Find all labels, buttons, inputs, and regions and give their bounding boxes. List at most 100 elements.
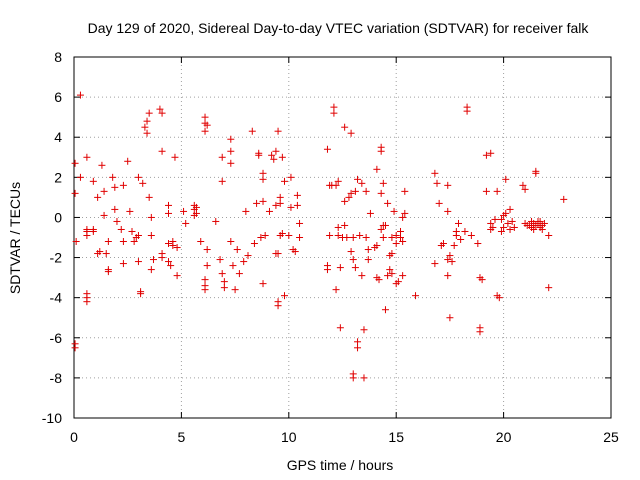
data-point-marker (343, 234, 351, 241)
data-point-marker (100, 211, 108, 219)
data-point-marker (392, 231, 400, 239)
data-point-marker (521, 185, 529, 193)
data-point-marker (545, 284, 553, 292)
data-point-marker (463, 107, 471, 115)
data-point-marker (265, 207, 273, 215)
data-point-marker (126, 207, 134, 215)
data-point-marker (401, 187, 409, 195)
data-point-marker (536, 217, 544, 225)
data-point-marker (261, 231, 269, 239)
data-point-marker (373, 242, 381, 250)
data-point-marker (240, 258, 248, 266)
data-point-marker (351, 264, 359, 272)
data-point-marker (377, 147, 385, 155)
data-point-marker (379, 179, 387, 187)
x-tick-label: 25 (603, 429, 619, 445)
data-point-marker (281, 292, 289, 300)
data-point-marker (358, 272, 366, 280)
data-point-marker (83, 231, 91, 239)
data-point-marker (487, 219, 495, 227)
data-point-marker (351, 187, 359, 195)
data-point-marker (433, 179, 441, 187)
data-point-marker (360, 374, 368, 382)
data-point-marker (444, 181, 452, 189)
data-point-marker (119, 181, 127, 189)
data-point-marker (452, 231, 460, 239)
y-tick-label: 2 (54, 169, 62, 185)
data-point-marker (399, 213, 407, 221)
data-point-marker (96, 248, 104, 256)
data-point-marker (71, 159, 79, 167)
data-point-marker (180, 207, 188, 215)
data-point-marker (165, 240, 173, 248)
data-point-marker (293, 191, 301, 199)
data-point-marker (285, 231, 293, 239)
data-point-marker (212, 217, 220, 225)
data-point-marker (493, 187, 501, 195)
data-point-marker (487, 149, 495, 157)
data-point-marker (134, 258, 142, 266)
data-point-marker (102, 250, 110, 258)
x-tick-label: 5 (178, 429, 186, 445)
data-point-marker (504, 219, 512, 227)
data-point-marker (274, 250, 282, 258)
data-point-marker (399, 238, 407, 246)
data-point-marker (218, 153, 226, 161)
data-point-marker (111, 205, 119, 213)
data-point-marker (431, 260, 439, 268)
data-point-marker (244, 252, 252, 260)
data-point-marker (72, 238, 80, 246)
data-point-marker (268, 151, 276, 159)
data-point-marker (435, 199, 443, 207)
data-point-marker (143, 129, 151, 137)
data-point-marker (257, 234, 265, 241)
data-point-marker (390, 207, 398, 215)
x-tick-label: 20 (496, 429, 512, 445)
data-point-marker (248, 127, 256, 135)
data-point-marker (259, 197, 267, 205)
data-point-marker (242, 207, 250, 215)
data-point-marker (203, 121, 211, 129)
data-point-marker (233, 246, 241, 254)
data-point-marker (489, 223, 497, 231)
y-tick-label: 4 (54, 129, 62, 145)
data-point-marker (388, 250, 396, 258)
data-point-marker (540, 219, 548, 227)
data-point-marker (386, 266, 394, 274)
data-point-marker (478, 276, 486, 284)
data-point-marker (89, 177, 97, 185)
data-point-marker (502, 209, 510, 217)
data-point-marker (388, 234, 396, 241)
data-point-marker (141, 123, 149, 131)
data-point-marker (119, 238, 127, 246)
data-point-marker (384, 199, 392, 207)
data-point-marker (560, 195, 568, 203)
data-point-marker (98, 161, 106, 169)
chart-title: Day 129 of 2020, Sidereal Day-to-day VTE… (88, 20, 590, 36)
data-point-marker (358, 179, 366, 187)
data-point-marker (341, 221, 349, 229)
data-point-marker (173, 244, 181, 252)
data-point-marker (401, 209, 409, 217)
data-point-marker (255, 151, 263, 159)
data-point-marker (396, 234, 404, 241)
data-point-marker (124, 157, 132, 165)
data-point-marker (231, 286, 239, 294)
data-point-marker (347, 248, 355, 256)
data-point-marker (444, 272, 452, 280)
data-point-marker (119, 260, 127, 268)
data-point-marker (134, 173, 142, 181)
data-point-marker (278, 229, 286, 237)
data-point-marker (156, 105, 164, 113)
data-point-marker (171, 153, 179, 161)
data-point-marker (218, 177, 226, 185)
data-point-marker (192, 209, 200, 217)
data-point-marker (173, 272, 181, 280)
data-point-marker (104, 238, 112, 246)
data-point-marker (158, 147, 166, 155)
data-point-marker (145, 193, 153, 201)
data-point-marker (323, 266, 331, 274)
data-point-marker (147, 213, 155, 221)
